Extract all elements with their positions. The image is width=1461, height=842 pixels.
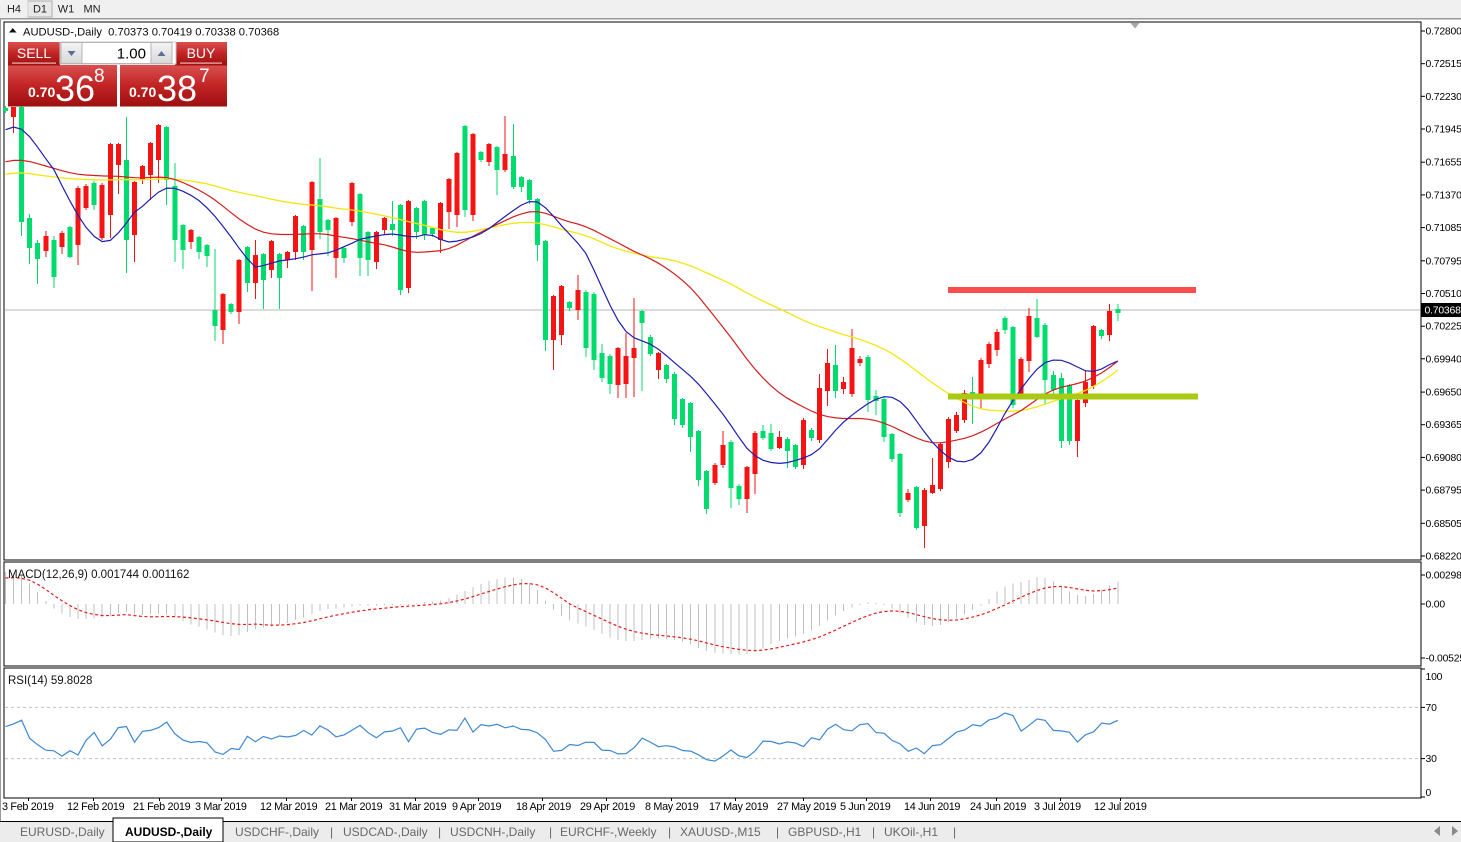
svg-text:|: |	[668, 825, 671, 839]
svg-text:0.72230: 0.72230	[1426, 92, 1461, 103]
svg-text:0.70368: 0.70368	[1425, 306, 1461, 317]
svg-text:24 Jun 2019: 24 Jun 2019	[970, 801, 1026, 813]
svg-text:UKOil-,H1: UKOil-,H1	[884, 825, 938, 839]
svg-text:31 Mar 2019: 31 Mar 2019	[389, 801, 447, 813]
svg-text:EURCHF-,Weekly: EURCHF-,Weekly	[560, 825, 656, 839]
svg-text:MN: MN	[83, 4, 100, 16]
svg-text:GBPUSD-,H1: GBPUSD-,H1	[788, 825, 862, 839]
svg-text:8 May 2019: 8 May 2019	[645, 801, 699, 813]
svg-text:0.72800: 0.72800	[1426, 27, 1461, 38]
svg-text:0.70225: 0.70225	[1426, 322, 1461, 333]
svg-text:0.69080: 0.69080	[1426, 453, 1461, 464]
svg-text:12 Jul 2019: 12 Jul 2019	[1094, 801, 1147, 813]
svg-text:1.00: 1.00	[117, 46, 146, 63]
svg-text:|: |	[776, 825, 779, 839]
svg-text:0.70510: 0.70510	[1426, 289, 1461, 300]
svg-text:17 May 2019: 17 May 2019	[709, 801, 768, 813]
svg-text:21 Feb 2019: 21 Feb 2019	[133, 801, 191, 813]
svg-text:AUDUSD-,Daily: AUDUSD-,Daily	[125, 825, 213, 839]
svg-text:0.68795: 0.68795	[1426, 486, 1461, 497]
svg-text:0.71945: 0.71945	[1426, 125, 1461, 136]
svg-text:7: 7	[199, 66, 210, 87]
svg-text:18 Apr 2019: 18 Apr 2019	[516, 801, 571, 813]
svg-text:RSI(14) 59.8028: RSI(14) 59.8028	[8, 675, 92, 687]
svg-text:|: |	[330, 825, 333, 839]
svg-text:36: 36	[55, 68, 95, 109]
svg-text:12 Feb 2019: 12 Feb 2019	[67, 801, 125, 813]
svg-text:30: 30	[1426, 754, 1438, 765]
svg-text:100: 100	[1426, 672, 1443, 683]
svg-text:SELL: SELL	[17, 45, 51, 61]
svg-text:USDCHF-,Daily: USDCHF-,Daily	[235, 825, 319, 839]
svg-text:12 Mar 2019: 12 Mar 2019	[260, 801, 318, 813]
svg-text:H4: H4	[7, 4, 21, 16]
svg-text:0: 0	[1426, 788, 1432, 799]
svg-text:0.002984: 0.002984	[1426, 571, 1461, 582]
svg-text:0.71370: 0.71370	[1426, 190, 1461, 201]
svg-text:0.70795: 0.70795	[1426, 256, 1461, 267]
svg-text:27 May 2019: 27 May 2019	[777, 801, 836, 813]
svg-text:3 Mar 2019: 3 Mar 2019	[195, 801, 247, 813]
svg-text:21 Mar 2019: 21 Mar 2019	[325, 801, 383, 813]
svg-text:0.68505: 0.68505	[1426, 519, 1461, 530]
svg-text:AUDUSD-,Daily 0.70373 0.70419: AUDUSD-,Daily 0.70373 0.70419 0.70338 0.…	[23, 27, 279, 39]
svg-text:14 Jun 2019: 14 Jun 2019	[904, 801, 960, 813]
svg-text:D1: D1	[33, 4, 47, 16]
svg-text:0.69365: 0.69365	[1426, 420, 1461, 431]
svg-text:0.00: 0.00	[1426, 600, 1446, 611]
svg-text:-0.005250: -0.005250	[1426, 654, 1461, 665]
svg-text:MACD(12,26,9) 0.001744 0.00116: MACD(12,26,9) 0.001744 0.001162	[8, 569, 189, 581]
svg-text:3 Jul 2019: 3 Jul 2019	[1034, 801, 1081, 813]
svg-text:0.70: 0.70	[28, 84, 55, 100]
svg-text:USDCAD-,Daily: USDCAD-,Daily	[343, 825, 428, 839]
svg-text:BUY: BUY	[187, 45, 216, 61]
svg-text:0.72515: 0.72515	[1426, 59, 1461, 70]
svg-text:3 Feb 2019: 3 Feb 2019	[2, 801, 54, 813]
svg-text:|: |	[549, 825, 552, 839]
svg-text:USDCNH-,Daily: USDCNH-,Daily	[450, 825, 535, 839]
svg-text:9 Apr 2019: 9 Apr 2019	[452, 801, 502, 813]
svg-text:8: 8	[94, 66, 105, 87]
svg-text:70: 70	[1426, 703, 1438, 714]
svg-text:0.69940: 0.69940	[1426, 354, 1461, 365]
svg-text:W1: W1	[58, 4, 75, 16]
svg-text:5 Jun 2019: 5 Jun 2019	[840, 801, 891, 813]
svg-text:|: |	[872, 825, 875, 839]
svg-text:0.71085: 0.71085	[1426, 223, 1461, 234]
svg-text:|: |	[438, 825, 441, 839]
svg-text:0.71655: 0.71655	[1426, 158, 1461, 169]
svg-text:38: 38	[157, 68, 197, 109]
svg-text:0.68220: 0.68220	[1426, 552, 1461, 563]
svg-text:XAUUSD-,M15: XAUUSD-,M15	[680, 825, 761, 839]
svg-text:0.69650: 0.69650	[1426, 388, 1461, 399]
svg-text:EURUSD-,Daily: EURUSD-,Daily	[20, 825, 105, 839]
svg-text:0.70: 0.70	[129, 84, 156, 100]
svg-text:|: |	[953, 825, 956, 839]
svg-text:29 Apr 2019: 29 Apr 2019	[580, 801, 635, 813]
